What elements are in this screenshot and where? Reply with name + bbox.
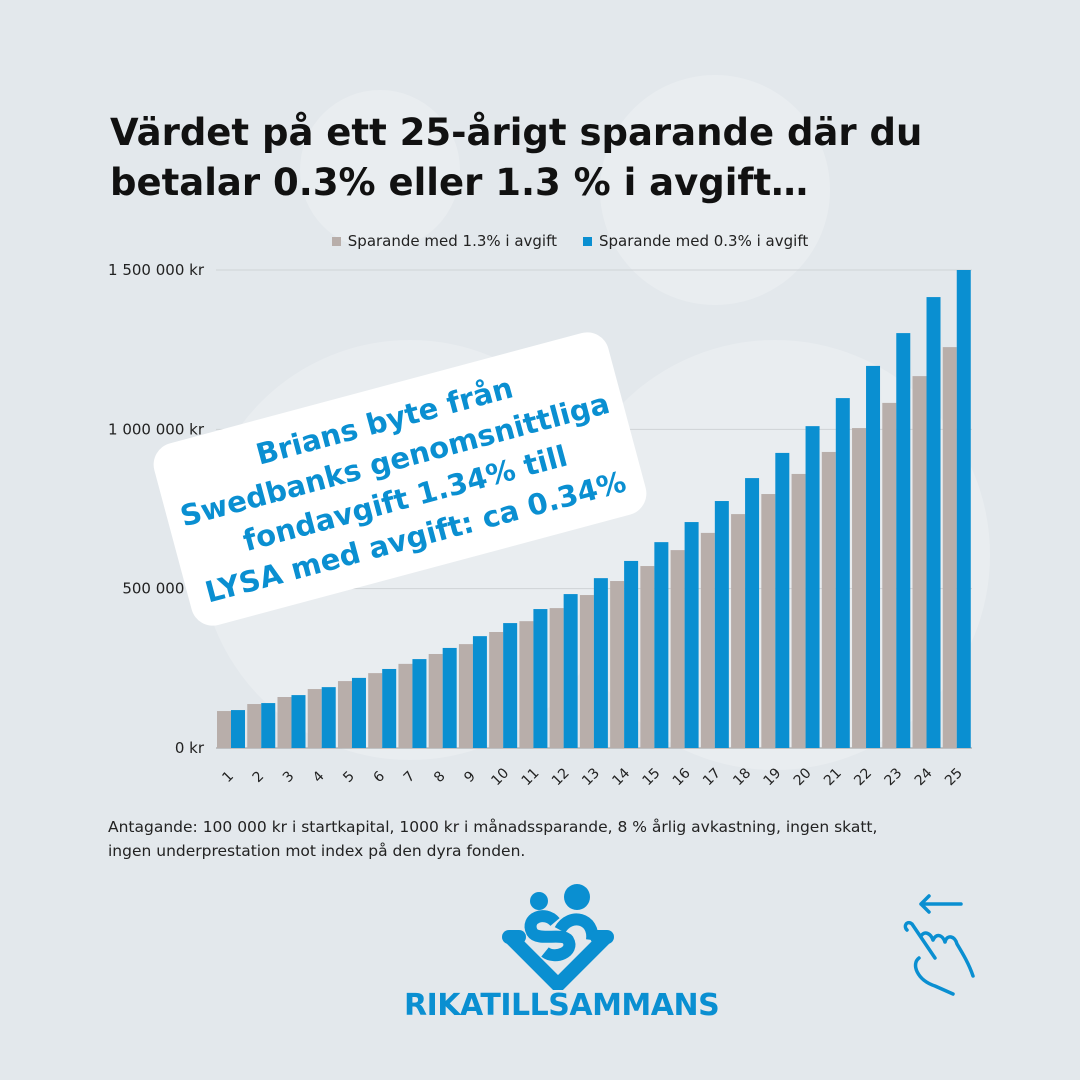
- x-tick-label: 22: [851, 765, 875, 789]
- assumption-note: Antagande: 100 000 kr i startkapital, 10…: [108, 815, 1008, 863]
- bar-0.3pct: [866, 365, 881, 748]
- bar-1.3pct: [398, 663, 413, 748]
- bar-0.3pct: [956, 270, 971, 748]
- bar-1.3pct: [519, 621, 534, 748]
- x-tick-label: 20: [791, 765, 815, 789]
- legend-swatch: [331, 236, 341, 246]
- y-tick-label: 1 500 000 kr: [108, 261, 205, 279]
- x-tick-label: 8: [431, 768, 449, 786]
- bar-1.3pct: [821, 451, 836, 748]
- bar-0.3pct: [805, 426, 820, 748]
- bar-1.3pct: [912, 376, 927, 748]
- bar-1.3pct: [761, 494, 776, 748]
- bar-1.3pct: [489, 632, 504, 748]
- bar-1.3pct: [640, 566, 655, 748]
- bar-1.3pct: [700, 532, 715, 748]
- x-tick-label: 1: [219, 768, 237, 786]
- y-tick-label: 0 kr: [175, 739, 205, 757]
- x-tick-label: 4: [310, 768, 328, 786]
- bar-0.3pct: [654, 542, 669, 748]
- x-tick-label: 9: [461, 768, 479, 786]
- x-tick-label: 12: [549, 765, 573, 789]
- bar-0.3pct: [231, 710, 245, 748]
- bar-1.3pct: [307, 689, 322, 748]
- bg-circle: [600, 75, 830, 305]
- bar-1.3pct: [852, 428, 867, 748]
- legend-label: Sparande med 0.3% i avgift: [599, 232, 809, 250]
- bar-1.3pct: [791, 473, 806, 748]
- bar-0.3pct: [321, 687, 336, 748]
- bar-1.3pct: [428, 653, 443, 748]
- x-tick-label: 11: [519, 765, 543, 789]
- bar-0.3pct: [503, 623, 518, 748]
- bar-0.3pct: [745, 478, 760, 748]
- x-tick-label: 17: [700, 765, 724, 789]
- x-tick-label: 13: [579, 765, 603, 789]
- y-tick-label: 1 000 000 kr: [108, 420, 205, 438]
- bar-0.3pct: [291, 695, 306, 748]
- x-tick-label: 24: [912, 765, 936, 789]
- bar-1.3pct: [579, 595, 594, 748]
- x-tick-label: 10: [488, 765, 512, 789]
- x-tick-label: 14: [609, 765, 633, 789]
- bar-1.3pct: [610, 581, 625, 748]
- bar-0.3pct: [926, 297, 941, 748]
- x-tick-label: 16: [670, 765, 694, 789]
- bar-0.3pct: [775, 452, 790, 748]
- legend-label: Sparande med 1.3% i avgift: [347, 232, 557, 250]
- bar-0.3pct: [382, 668, 397, 748]
- x-tick-label: 15: [640, 765, 664, 789]
- rikatillsammans-logo-icon: [502, 884, 614, 990]
- bar-0.3pct: [533, 609, 548, 748]
- bar-0.3pct: [412, 659, 427, 748]
- bar-0.3pct: [351, 677, 366, 748]
- note-line: ingen underprestation mot index på den d…: [108, 842, 526, 860]
- bar-0.3pct: [261, 703, 276, 748]
- bar-0.3pct: [896, 333, 911, 748]
- legend-swatch: [583, 236, 592, 246]
- legend-item-0.3: Sparande med 0.3% i avgift: [583, 232, 808, 250]
- x-tick-label: 19: [761, 765, 785, 789]
- bar-1.3pct: [217, 711, 231, 748]
- bar-0.3pct: [442, 647, 457, 748]
- bar-0.3pct: [835, 398, 850, 748]
- x-tick-label: 3: [280, 768, 298, 786]
- bar-1.3pct: [549, 608, 564, 748]
- x-tick-label: 2: [250, 768, 268, 786]
- bar-1.3pct: [731, 514, 746, 748]
- x-tick-label: 25: [942, 765, 966, 789]
- x-tick-label: 5: [340, 768, 358, 786]
- bar-0.3pct: [714, 501, 729, 748]
- x-tick-label: 21: [821, 765, 845, 789]
- x-tick-label: 18: [730, 765, 754, 789]
- bar-1.3pct: [882, 402, 897, 748]
- bar-1.3pct: [337, 681, 352, 748]
- bar-0.3pct: [684, 522, 699, 748]
- page-title: Värdet på ett 25-årigt sparande där du b…: [110, 111, 923, 204]
- bg-circle: [300, 90, 460, 250]
- bar-1.3pct: [247, 704, 262, 748]
- note-line: Antagande: 100 000 kr i startkapital, 10…: [108, 818, 878, 836]
- swipe-left-hand-icon: [903, 894, 975, 996]
- x-tick-label: 7: [401, 768, 419, 786]
- bar-1.3pct: [458, 644, 473, 748]
- legend-item-1.3: Sparande med 1.3% i avgift: [331, 232, 557, 250]
- bar-0.3pct: [563, 594, 578, 748]
- legend: Sparande med 1.3% i avgift Sparande med …: [0, 232, 1080, 250]
- bar-1.3pct: [277, 697, 292, 748]
- bar-1.3pct: [368, 673, 383, 748]
- bar-0.3pct: [624, 560, 639, 748]
- bar-1.3pct: [942, 347, 957, 748]
- bar-0.3pct: [593, 578, 608, 748]
- brand-name: RIKATILLSAMMANS: [404, 988, 720, 1023]
- x-tick-label: 6: [371, 768, 389, 786]
- x-tick-label: 23: [881, 765, 905, 789]
- bar-0.3pct: [472, 636, 487, 748]
- bar-1.3pct: [670, 550, 685, 748]
